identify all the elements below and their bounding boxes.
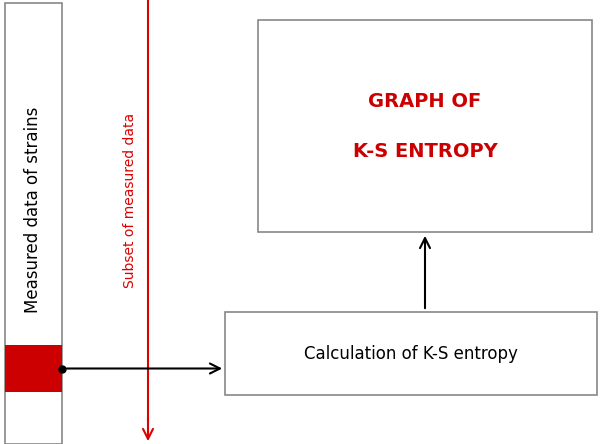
Text: Calculation of K-S entropy: Calculation of K-S entropy — [304, 345, 518, 362]
Bar — [5, 345, 62, 392]
Bar — [5, 3, 62, 444]
Text: GRAPH OF: GRAPH OF — [368, 91, 482, 111]
Text: K-S ENTROPY: K-S ENTROPY — [353, 142, 497, 160]
Text: Subset of measured data: Subset of measured data — [123, 112, 137, 288]
Bar — [225, 312, 597, 395]
Bar — [258, 20, 592, 232]
Text: Measured data of strains: Measured data of strains — [25, 107, 43, 313]
